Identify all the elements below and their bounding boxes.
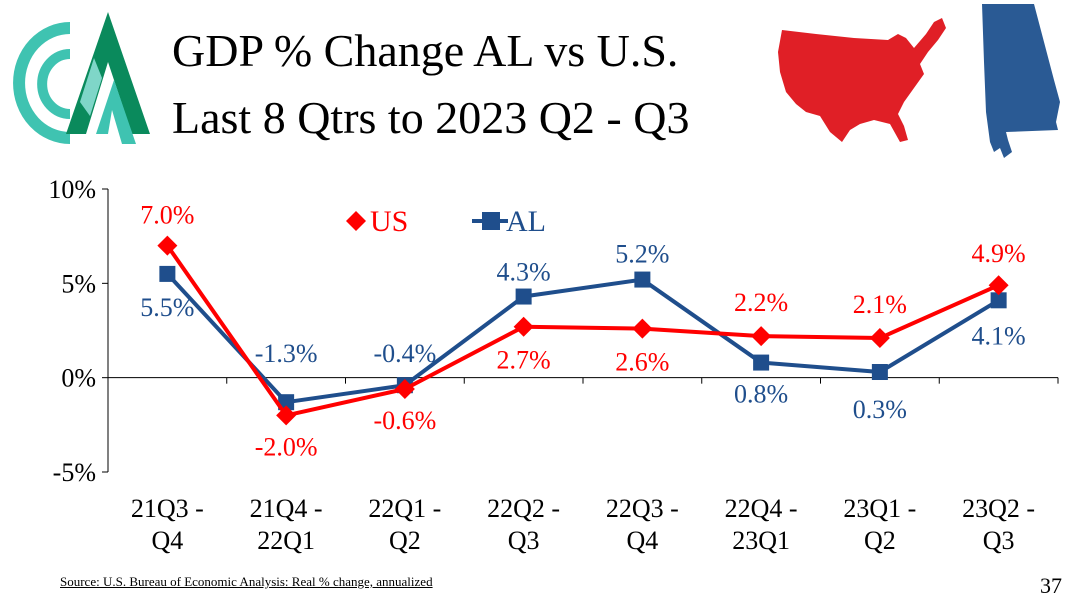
x-tick-label-line: Q3 (508, 526, 540, 555)
x-tick-label: 23Q1 - Q2 (843, 494, 916, 555)
series-line-us (165, 244, 1000, 418)
data-label-us: 2.1% (853, 290, 907, 319)
x-tick-label-line: 22Q4 - (725, 494, 798, 523)
data-label-al: 0.8% (734, 380, 788, 409)
chart-legend: US AL (346, 205, 546, 238)
y-tick-label: 5% (61, 269, 96, 298)
chart-axes: 10% 5% 0% -5% 21Q3 - Q4 21Q4 - 22Q1 22Q1 - Q2 22Q2… (48, 175, 1059, 555)
page-title-line2: Last 8 Qtrs to 2023 Q2 - Q3 (172, 92, 690, 143)
company-logo (13, 12, 150, 144)
data-label-us: -0.6% (373, 406, 436, 435)
logo-ring-inner (37, 49, 71, 119)
x-tick-label-line: 22Q3 - (606, 494, 679, 523)
x-tick-label-line: 22Q2 - (487, 494, 560, 523)
data-point-us (276, 405, 297, 426)
x-tick-label: 22Q3 - Q4 (606, 494, 679, 555)
data-point-us (751, 326, 772, 347)
data-label-al: -0.4% (373, 339, 436, 368)
x-tick-label-line: 22Q1 - (368, 494, 441, 523)
data-point-us (869, 328, 890, 349)
x-tick-label-line: 21Q4 - (250, 494, 323, 523)
x-tick-label: 22Q4 - 23Q1 (725, 494, 798, 555)
data-point-us (157, 235, 178, 256)
data-label-us: 4.9% (972, 239, 1026, 268)
data-label-us: 2.6% (615, 348, 669, 377)
data-point-us (513, 316, 534, 337)
chart-data-labels: 7.0% -2.0% -0.6% 2.7% 2.6% 2.2% 2.1% 4.9% 5.5% -1… (140, 201, 1025, 462)
x-tick-label: 22Q1 - Q2 (368, 494, 441, 555)
chart-series-group (157, 235, 1009, 426)
x-tick-label-line: 23Q1 (732, 526, 790, 555)
x-tick-label: 21Q3 - Q4 (131, 494, 204, 555)
x-tick-label-line: Q4 (151, 526, 183, 555)
data-point-us (632, 318, 653, 339)
alabama-map-icon (982, 4, 1060, 158)
data-label-al: 5.2% (615, 240, 669, 269)
data-label-us: -2.0% (255, 432, 318, 461)
logo-mountain-inner (96, 80, 136, 144)
data-label-al: -1.3% (255, 339, 318, 368)
page-title-line1: GDP % Change AL vs U.S. (172, 25, 679, 76)
data-point-al (634, 271, 651, 288)
x-tick-label: 21Q4 - 22Q1 (250, 494, 323, 555)
data-point-al (515, 288, 532, 305)
x-tick-label-line: 23Q1 - (843, 494, 916, 523)
x-tick-label-line: Q2 (389, 526, 421, 555)
data-point-al (871, 364, 888, 381)
logo-ring-outer (13, 22, 71, 144)
alabama-map-shape (982, 4, 1060, 158)
page-number: 37 (1040, 573, 1062, 598)
gdp-line-chart: 10% 5% 0% -5% 21Q3 - Q4 21Q4 - 22Q1 22Q1 - Q2 22Q2… (48, 175, 1059, 555)
legend-label-al: AL (506, 205, 546, 238)
us-map-shape (778, 18, 946, 142)
data-label-al: 5.5% (140, 293, 194, 322)
logo-mountain-light (80, 58, 102, 116)
data-point-al (990, 292, 1007, 309)
legend-marker-us (346, 211, 366, 231)
legend-label-us: US (370, 205, 408, 238)
data-label-us: 2.7% (497, 346, 551, 375)
data-label-al: 4.1% (972, 321, 1026, 350)
us-map-icon (778, 18, 946, 142)
x-tick-label-line: 23Q2 - (962, 494, 1035, 523)
x-tick-label: 23Q2 - Q3 (962, 494, 1035, 555)
series-line-al (165, 272, 1000, 405)
x-tick-label: 22Q2 - Q3 (487, 494, 560, 555)
data-label-al: 4.3% (497, 258, 551, 287)
source-note: Source: U.S. Bureau of Economic Analysis… (60, 574, 433, 589)
data-point-al (753, 354, 770, 371)
x-tick-label-line: Q2 (864, 526, 896, 555)
y-tick-label: -5% (53, 458, 96, 487)
x-tick-label-line: 22Q1 (257, 526, 315, 555)
y-tick-label: 0% (61, 364, 96, 393)
y-tick-label: 10% (48, 175, 96, 204)
data-label-al: 0.3% (853, 395, 907, 424)
data-point-al (159, 265, 176, 282)
data-point-us (394, 378, 415, 399)
legend-marker-al (482, 212, 500, 230)
x-tick-label-line: Q3 (983, 526, 1015, 555)
data-point-us (988, 275, 1009, 296)
x-tick-label-line: Q4 (626, 526, 658, 555)
data-label-us: 7.0% (140, 201, 194, 230)
x-tick-label-line: 21Q3 - (131, 494, 204, 523)
data-label-us: 2.2% (734, 288, 788, 317)
